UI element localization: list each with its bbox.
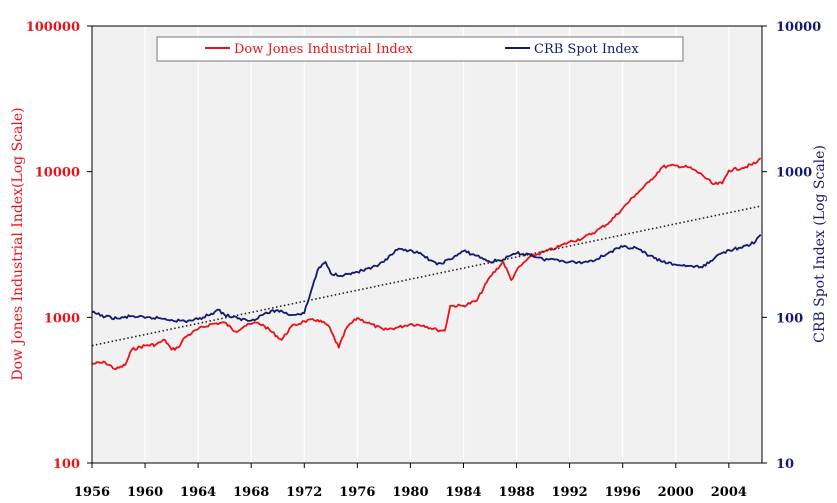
right-axis-ticks: 10 100 1000 10000 <box>762 20 821 472</box>
legend-box <box>156 36 684 62</box>
x-tick-label: 1960 <box>127 485 163 500</box>
x-axis-ticks: 1956 1960 1964 1968 1972 1976 1980 1984 1988 1992… <box>74 463 747 500</box>
plot-area <box>92 26 762 463</box>
x-tick-label: 1976 <box>339 485 375 500</box>
legend-label-crb: CRB Spot Index <box>534 42 639 57</box>
x-tick-label: 2000 <box>658 485 694 500</box>
series-layer <box>91 157 762 371</box>
x-tick-label: 1964 <box>180 485 216 500</box>
y-tick-label-left: 100 <box>53 457 80 472</box>
legend-label-dow: Dow Jones Industrial Index <box>234 42 413 57</box>
x-tick-label: 1972 <box>286 485 322 500</box>
left-axis-ticks: 100 1000 10000 100000 <box>26 20 92 472</box>
y-tick-label-right: 100 <box>776 311 803 326</box>
series-line-crb <box>91 233 762 324</box>
x-tick-label: 2004 <box>711 485 747 500</box>
y-tick-label-left: 100000 <box>26 20 80 35</box>
series-line-dow <box>91 157 762 371</box>
y-tick-label-right: 10000 <box>776 20 821 35</box>
y-tick-label-right: 10 <box>776 457 794 472</box>
series-line-trend <box>91 205 761 347</box>
x-tick-label: 1980 <box>392 485 428 500</box>
plot-border <box>91 25 763 464</box>
x-tick-label: 1992 <box>552 485 588 500</box>
x-tick-label: 1956 <box>74 485 110 500</box>
x-tick-label: 1988 <box>498 485 534 500</box>
x-tick-label: 1968 <box>233 485 269 500</box>
y-axis-label-right: CRB Spot Index (Log Scale) <box>812 145 828 343</box>
y-axis-label-left: Dow Jones Industrial Index(Log Scale) <box>10 107 26 380</box>
vertical-gridlines <box>144 26 730 463</box>
x-tick-label: 1996 <box>605 485 641 500</box>
x-tick-label: 1984 <box>445 485 481 500</box>
legend: Dow Jones Industrial Index CRB Spot Inde… <box>156 36 684 62</box>
y-tick-label-left: 1000 <box>44 311 80 326</box>
y-tick-label-right: 1000 <box>776 166 812 181</box>
y-tick-label-left: 10000 <box>35 166 80 181</box>
